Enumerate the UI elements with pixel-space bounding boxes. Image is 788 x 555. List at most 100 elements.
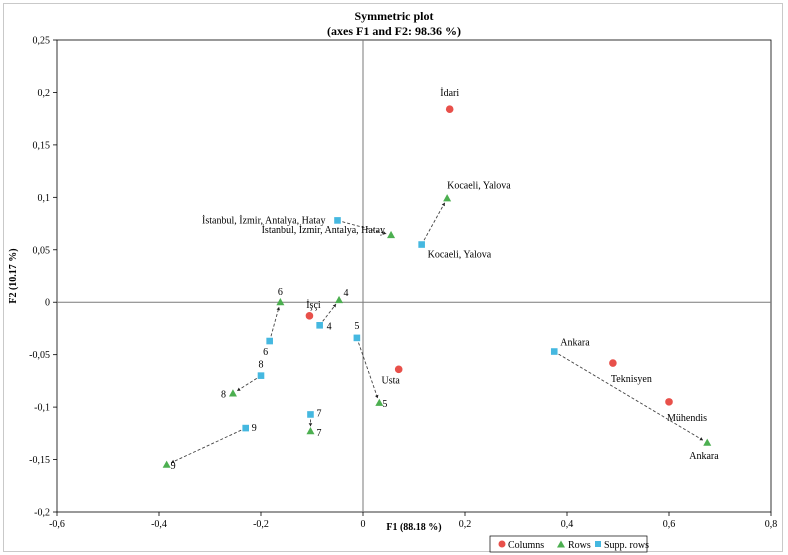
arrow-head xyxy=(276,307,280,311)
point-label: İdari xyxy=(440,87,459,99)
arrow-head xyxy=(237,387,241,391)
point-label: 5 xyxy=(354,321,359,332)
column-point xyxy=(665,398,673,406)
point-label: İstanbul, İzmir, Antalya, Hatay xyxy=(202,214,325,226)
x-tick-label: 0,4 xyxy=(561,519,574,530)
y-tick-label: 0,05 xyxy=(33,245,51,256)
point-label: Kocaeli, Yalova xyxy=(428,250,492,261)
column-point xyxy=(609,359,617,367)
point-label: Ankara xyxy=(560,338,590,349)
arrow-line xyxy=(356,337,379,399)
legend-box xyxy=(489,535,648,553)
point-label: 7 xyxy=(316,408,321,419)
x-tick-label: 0 xyxy=(361,519,366,530)
y-tick-label: 0,25 xyxy=(33,36,51,47)
arrow-line xyxy=(236,375,262,392)
y-tick-label: 0,2 xyxy=(38,88,51,99)
point-label: 8 xyxy=(259,360,264,371)
x-tick-label: 0,8 xyxy=(765,519,778,530)
row-point xyxy=(306,427,315,435)
point-label: 6 xyxy=(263,347,268,358)
arrow-line xyxy=(170,427,246,464)
axes-layer: -0,6 -0,4 -0,2 0 0,2 0,4 0,6 0,8 -0,2 -0,15 -0,1 -0… xyxy=(29,36,777,531)
row-point xyxy=(703,438,712,446)
y-tick-label: 0 xyxy=(45,298,50,309)
point-label: 4 xyxy=(344,288,349,299)
point-label: 4 xyxy=(327,321,332,332)
supp-row-point xyxy=(550,348,558,355)
y-axis-label: F2 (10.17 %) xyxy=(8,248,19,303)
legend-rows-label: Rows xyxy=(568,540,591,551)
supp-row-point xyxy=(242,424,249,432)
row-point xyxy=(276,298,285,306)
supp-row-point xyxy=(257,372,265,379)
point-label: 9 xyxy=(171,461,176,472)
arrow-head xyxy=(382,231,387,235)
point-label: 7 xyxy=(316,428,321,439)
point-label: İşçi xyxy=(306,299,321,311)
x-tick-label: -0,6 xyxy=(49,519,65,530)
legend-columns-marker xyxy=(498,540,506,548)
chart-title: Symmetric plot xyxy=(355,9,434,23)
column-point xyxy=(394,365,403,374)
legend-rows-marker xyxy=(557,540,565,548)
supp-row-point xyxy=(316,321,323,329)
arrow-head xyxy=(699,437,703,441)
point-label: 6 xyxy=(278,287,283,298)
row-point xyxy=(228,389,237,397)
labels-layer: İdari İşçi Usta Teknisyen Mühendis Kocaeli, Y… xyxy=(171,87,720,472)
point-label: Usta xyxy=(382,375,401,386)
x-tick-label: -0,4 xyxy=(151,519,167,530)
point-label: İstanbul, İzmir, Antalya, Hatay xyxy=(262,224,385,236)
row-point xyxy=(387,230,396,239)
plot-area xyxy=(56,39,772,513)
x-axis-label: F1 (88.18 %) xyxy=(386,522,441,533)
y-tick-label: -0,05 xyxy=(29,350,50,361)
legend-supp-rows-marker xyxy=(595,541,601,547)
x-tick-label: 0,2 xyxy=(459,519,472,530)
point-label: 9 xyxy=(252,423,257,434)
arrow-line xyxy=(554,351,704,441)
supp-row-point xyxy=(266,337,273,345)
y-tick-label: -0,1 xyxy=(34,403,50,414)
arrow-line xyxy=(421,202,446,245)
points-layer xyxy=(162,105,712,468)
x-tick-label: -0,2 xyxy=(253,519,269,530)
arrow-head xyxy=(171,459,175,464)
supp-row-point xyxy=(353,334,361,342)
supp-row-point xyxy=(418,241,425,248)
point-label: Mühendis xyxy=(667,413,707,424)
y-tick-label: -0,2 xyxy=(34,508,50,519)
point-label: Teknisyen xyxy=(611,374,652,385)
y-tick-label: -0,15 xyxy=(29,455,50,466)
arrow-head xyxy=(332,304,336,308)
x-tick-label: 0,6 xyxy=(663,519,676,530)
arrow-head xyxy=(375,394,379,399)
point-label: 5 xyxy=(382,399,387,410)
y-tick-label: 0,15 xyxy=(33,140,51,151)
point-label: Ankara xyxy=(689,451,719,462)
row-point xyxy=(335,295,344,304)
supp-row-point xyxy=(307,411,314,418)
supp-row-point xyxy=(334,217,341,224)
arrow-line xyxy=(269,306,280,342)
arrow-line xyxy=(337,219,387,235)
y-tick-label: 0,1 xyxy=(38,193,51,204)
chart-frame xyxy=(3,3,783,552)
legend-supp-rows-label: Supp. rows xyxy=(604,540,649,551)
arrows-layer xyxy=(170,202,704,464)
row-point xyxy=(162,460,171,468)
arrow-head xyxy=(441,202,445,207)
chart-subtitle: (axes F1 and F2: 98.36 %) xyxy=(327,24,461,38)
arrow-line xyxy=(319,303,337,326)
point-label: 8 xyxy=(221,389,226,400)
column-point xyxy=(305,312,314,320)
row-point xyxy=(443,194,452,202)
legend-columns-label: Columns xyxy=(508,540,544,551)
point-label: Kocaeli, Yalova xyxy=(447,180,511,191)
legend: Columns Rows Supp. rows xyxy=(489,535,649,553)
column-point xyxy=(445,105,454,114)
row-point xyxy=(375,398,384,406)
arrow-head xyxy=(308,423,313,427)
